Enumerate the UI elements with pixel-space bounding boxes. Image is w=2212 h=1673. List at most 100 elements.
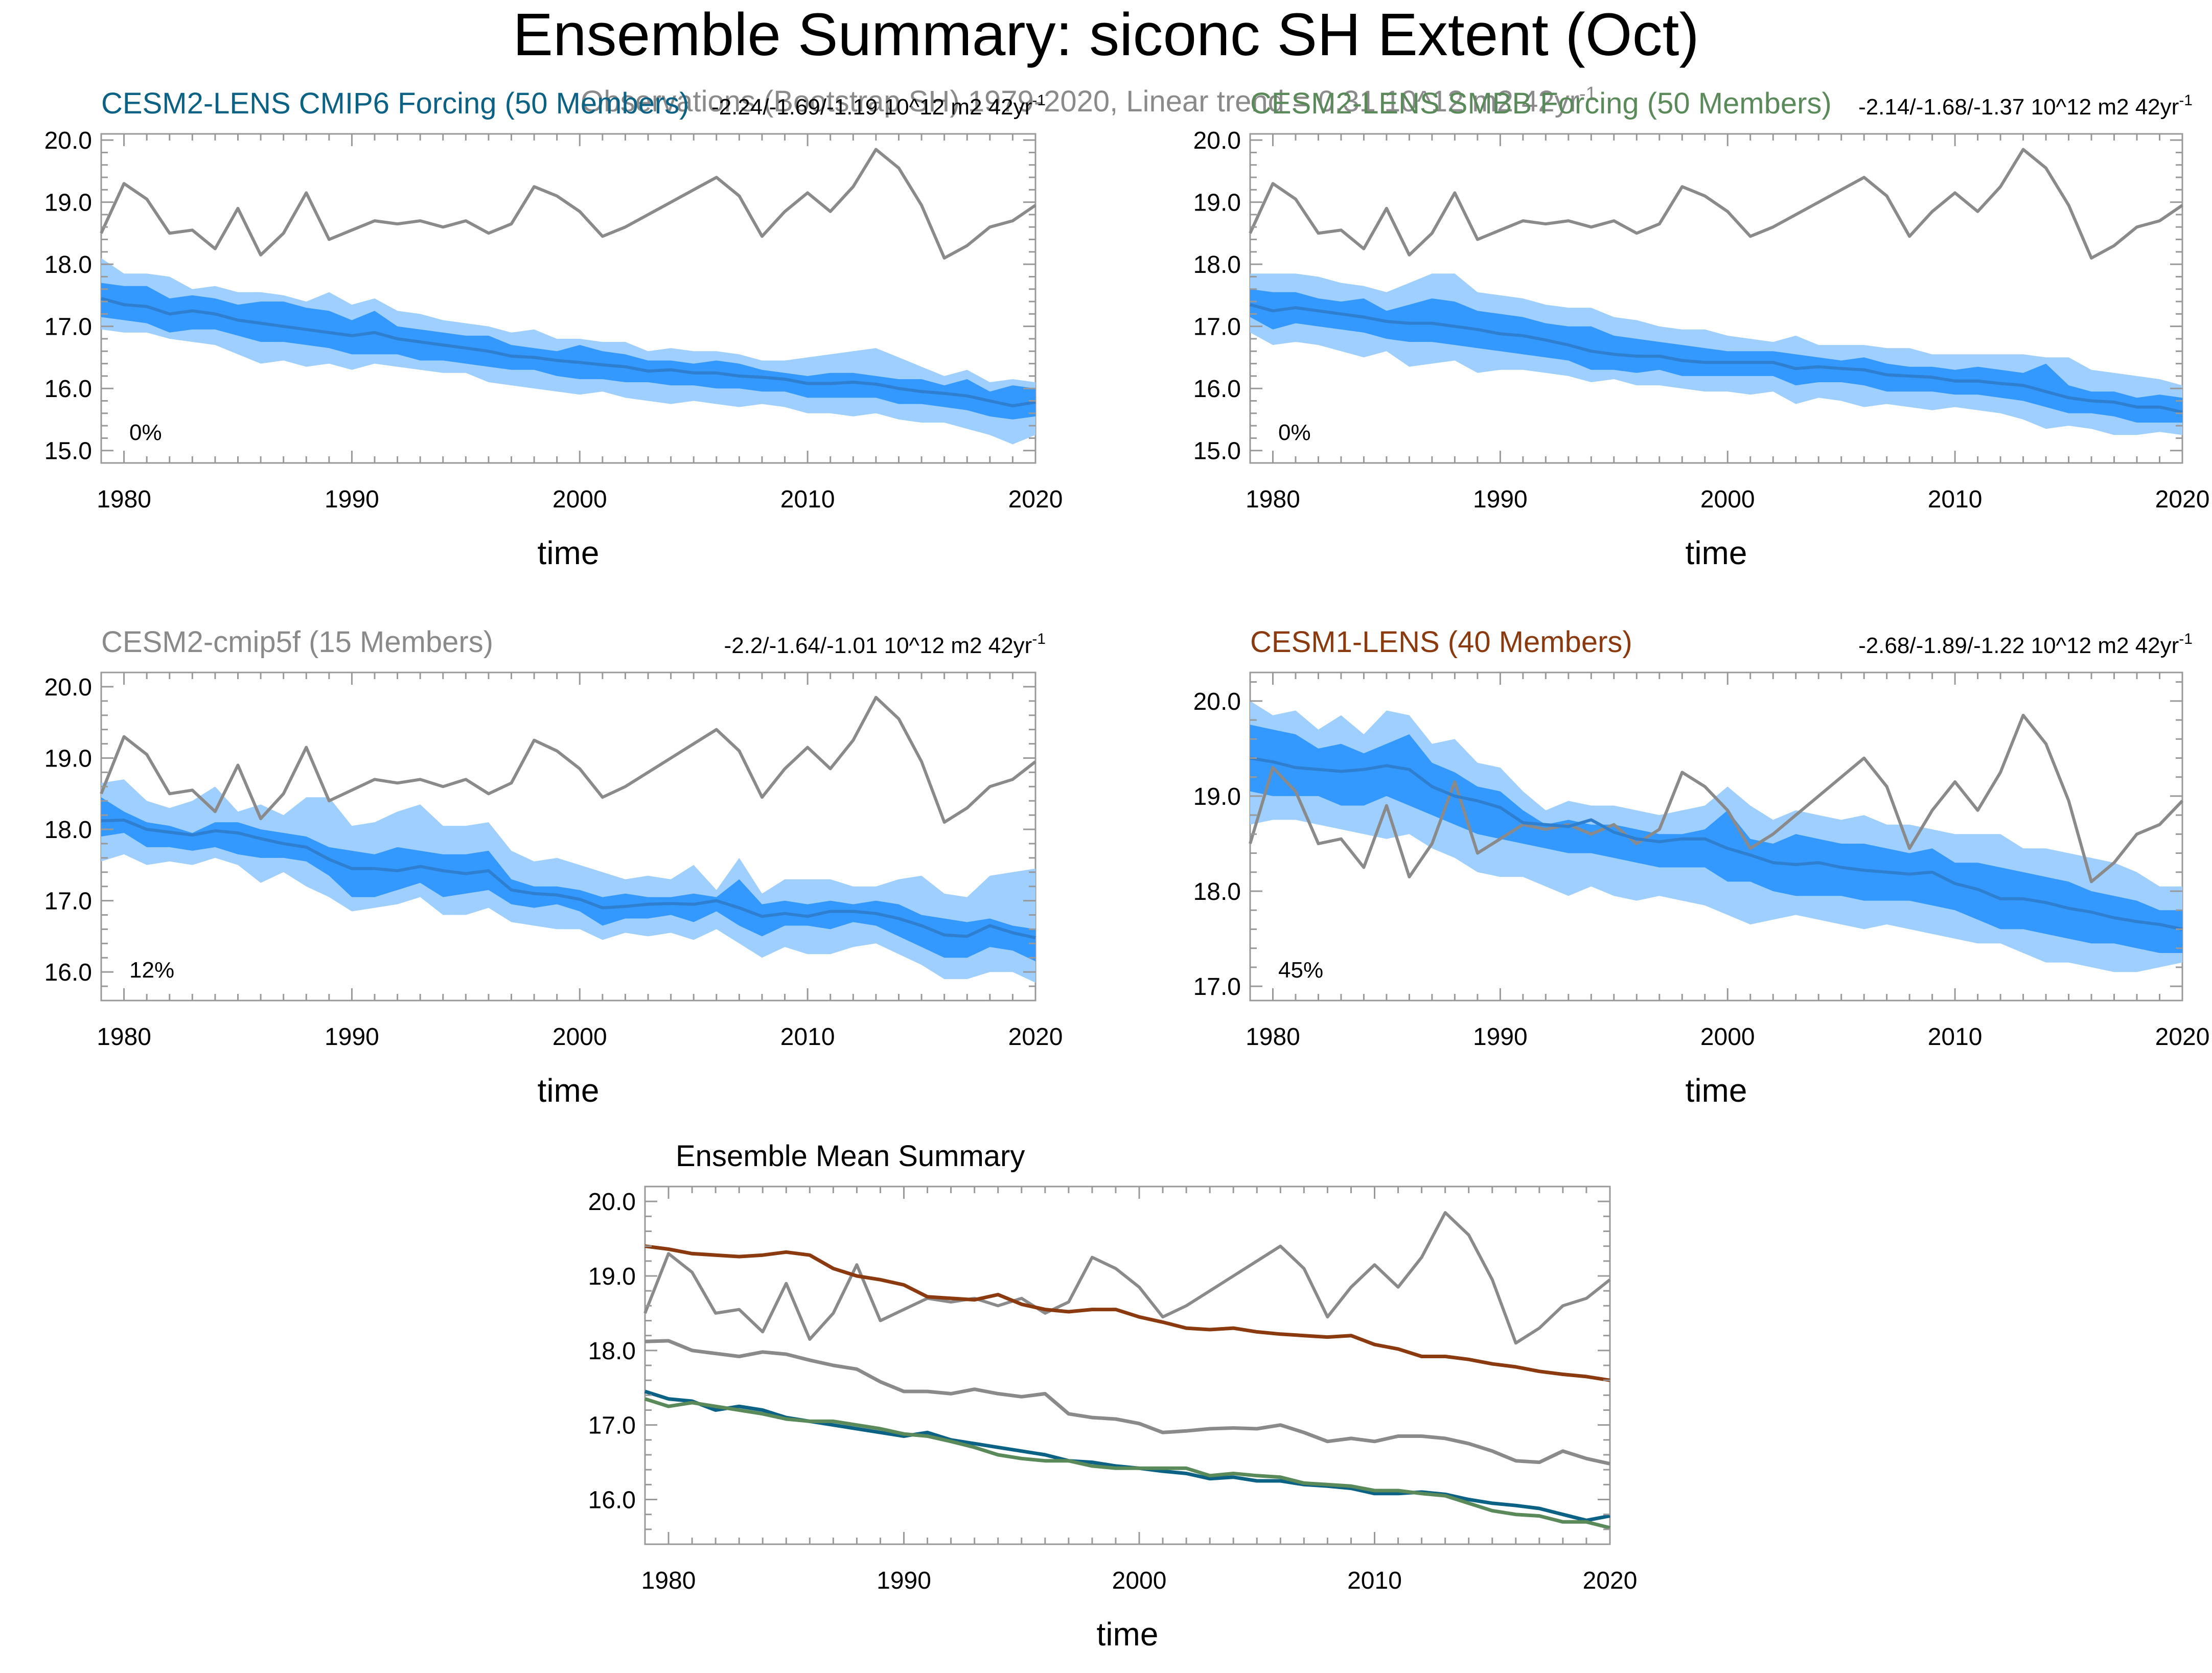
y-tick-label: 19.0 <box>44 745 92 772</box>
x-tick-label: 2000 <box>1112 1567 1167 1594</box>
trend-annotation-text: -2.68/-1.89/-1.22 10^12 m2 42yr <box>1858 633 2179 658</box>
panel-title: CESM1-LENS (40 Members) <box>1250 625 1632 659</box>
x-tick-label: 2000 <box>1700 486 1755 513</box>
cesm2-smbb-mean-line <box>644 1397 1610 1530</box>
outer-spread-band <box>101 779 1035 983</box>
inner-spread-band <box>101 797 1035 962</box>
figure-title: Ensemble Summary: siconc SH Extent (Oct) <box>513 1 1699 68</box>
y-tick-label: 18.0 <box>44 251 92 278</box>
y-tick-label: 16.0 <box>588 1487 636 1514</box>
y-tick-label: 17.0 <box>588 1412 636 1439</box>
y-tick-label: 20.0 <box>1193 127 1241 154</box>
chart-panel-5: 1980 1990 2000 2010 2020 16.0 17.0 18.0 19.0 20.0… <box>588 1140 1638 1653</box>
x-tick-label: 1990 <box>325 486 379 513</box>
observations-line <box>643 1211 1611 1345</box>
x-tick-label: 2010 <box>780 1024 835 1051</box>
x-tick-label: 2010 <box>780 486 835 513</box>
trend-annotation-exponent: -1 <box>1032 631 1046 647</box>
y-tick-label: 17.0 <box>44 888 92 915</box>
x-tick-label: 1980 <box>97 486 151 513</box>
y-tick-label: 18.0 <box>44 817 92 844</box>
chart-panel-4: 1980 1990 2000 2010 2020 17.0 18.0 19.0 20.0 time… <box>1193 625 2210 1109</box>
x-tick-label: 2010 <box>1347 1567 1402 1594</box>
chart-panel-2: 1980 1990 2000 2010 2020 15.0 16.0 17.0 18.0 19.0… <box>1193 87 2210 571</box>
panels-group: 1980 1990 2000 2010 2020 15.0 16.0 17.0 18.0 19.0… <box>44 87 2210 1653</box>
y-tick-label: 17.0 <box>1193 314 1241 341</box>
observations-line <box>1249 713 2184 884</box>
chart-panel-1: 1980 1990 2000 2010 2020 15.0 16.0 17.0 18.0 19.0… <box>44 87 1063 571</box>
y-tick-label: 17.0 <box>1193 973 1241 1001</box>
panel-title: Ensemble Mean Summary <box>676 1140 1025 1173</box>
percent-label: 45% <box>1278 958 1323 983</box>
y-tick-label: 20.0 <box>1193 688 1241 715</box>
cesm1-lens-mean-line <box>644 1244 1610 1382</box>
x-tick-label: 2020 <box>2155 486 2210 513</box>
plot-frame <box>644 1186 1611 1545</box>
x-tick-label: 2000 <box>552 486 607 513</box>
trend-annotation-exponent: -1 <box>2179 631 2193 647</box>
chart-panel-3: 1980 1990 2000 2010 2020 16.0 17.0 18.0 19.0 20.0… <box>44 625 1063 1109</box>
y-tick-label: 16.0 <box>44 376 92 403</box>
x-tick-label: 1980 <box>97 1024 151 1051</box>
x-axis-label: time <box>538 1072 600 1109</box>
cesm2-cmip5f-mean-line <box>644 1339 1610 1466</box>
x-tick-label: 2020 <box>2155 1024 2210 1051</box>
x-tick-label: 2020 <box>1583 1567 1638 1594</box>
y-tick-label: 18.0 <box>1193 251 1241 278</box>
x-tick-label: 2000 <box>1700 1024 1755 1051</box>
y-tick-label: 20.0 <box>588 1189 636 1216</box>
ensemble-mean-line <box>1250 756 2183 931</box>
trend-annotation-text: -2.24/-1.69/-1.19 10^12 m2 42yr <box>711 95 1032 120</box>
percent-label: 0% <box>1278 420 1311 445</box>
observations-line <box>1249 148 2183 260</box>
x-tick-label: 1980 <box>1246 1024 1300 1051</box>
percent-label: 0% <box>129 420 162 445</box>
y-tick-label: 16.0 <box>1193 376 1241 403</box>
y-tick-label: 16.0 <box>44 959 92 986</box>
x-tick-label: 1980 <box>1246 486 1300 513</box>
y-tick-label: 19.0 <box>588 1263 636 1290</box>
trend-annotation-text: -2.14/-1.68/-1.37 10^12 m2 42yr <box>1858 95 2179 120</box>
panel-title: CESM2-LENS SMBB Forcing (50 Members) <box>1250 87 1832 120</box>
inner-spread-band <box>1250 289 2182 423</box>
observations-line <box>100 695 1036 824</box>
panel-title: CESM2-LENS CMIP6 Forcing (50 Members) <box>101 87 689 120</box>
x-tick-label: 1990 <box>325 1024 379 1051</box>
y-tick-label: 18.0 <box>1193 878 1241 905</box>
y-tick-label: 18.0 <box>588 1338 636 1365</box>
ensemble-mean-line <box>101 297 1036 408</box>
x-tick-label: 1990 <box>1473 1024 1528 1051</box>
y-tick-label: 20.0 <box>44 674 92 701</box>
x-tick-label: 2010 <box>1928 1024 1983 1051</box>
inner-spread-band <box>101 283 1035 420</box>
trend-annotation: -2.14/-1.68/-1.37 10^12 m2 42yr-1 <box>1858 92 2193 120</box>
observations-line <box>100 148 1036 260</box>
observations-label-exponent: -1 <box>1579 83 1597 105</box>
ensemble-mean-line <box>101 818 1036 940</box>
panel-title: CESM2-cmip5f (15 Members) <box>101 625 493 659</box>
x-tick-label: 1990 <box>877 1567 931 1594</box>
trend-annotation: -2.24/-1.69/-1.19 10^12 m2 42yr-1 <box>711 92 1046 120</box>
x-tick-label: 1980 <box>641 1567 696 1594</box>
y-tick-label: 20.0 <box>44 127 92 154</box>
observations-label: Observations (Bootstrap SH) 1979-2020, L… <box>581 83 1596 118</box>
trend-annotation-exponent: -1 <box>2179 92 2193 109</box>
x-tick-label: 1990 <box>1473 486 1528 513</box>
x-tick-label: 2010 <box>1928 486 1983 513</box>
y-tick-label: 19.0 <box>1193 783 1241 810</box>
trend-annotation-exponent: -1 <box>1032 92 1046 109</box>
trend-annotation-text: -2.2/-1.64/-1.01 10^12 m2 42yr <box>724 633 1032 658</box>
x-tick-label: 2020 <box>1008 486 1063 513</box>
x-tick-label: 2020 <box>1008 1024 1063 1051</box>
y-tick-label: 15.0 <box>44 438 92 465</box>
y-tick-label: 15.0 <box>1193 438 1241 465</box>
trend-annotation: -2.68/-1.89/-1.22 10^12 m2 42yr-1 <box>1858 631 2193 658</box>
percent-label: 12% <box>129 958 174 983</box>
x-axis-label: time <box>1097 1616 1159 1653</box>
x-axis-label: time <box>538 535 600 571</box>
x-axis-label: time <box>1686 535 1747 571</box>
observations-label-text: Observations (Bootstrap SH) 1979-2020, L… <box>581 85 1579 118</box>
ensemble-mean-line <box>1250 303 2183 414</box>
y-tick-label: 17.0 <box>44 314 92 341</box>
